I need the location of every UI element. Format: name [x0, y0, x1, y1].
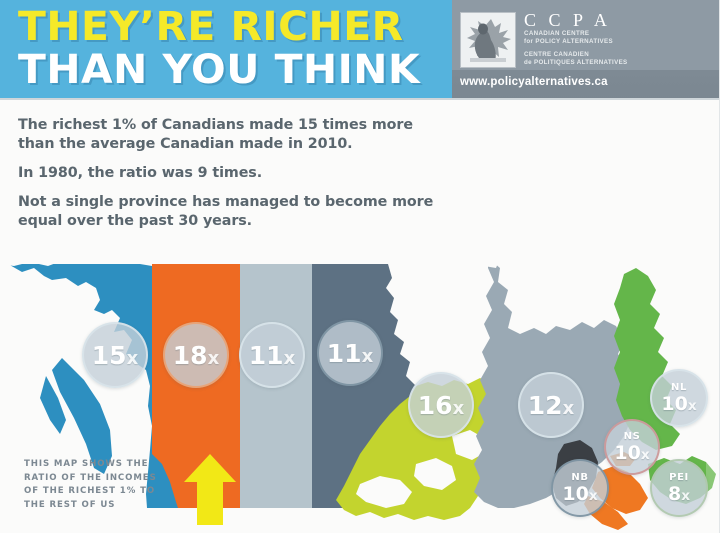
ccpa-subtitle-en-1: CANADIAN CENTRE [524, 30, 590, 37]
page-title-line-1: THEY’RE RICHER [18, 4, 404, 50]
map-marker-bc[interactable]: 15x [82, 322, 148, 388]
ccpa-website-url[interactable]: www.policyalternatives.ca [460, 76, 608, 88]
intro-paragraph-2: In 1980, the ratio was 9 times. [18, 165, 263, 181]
map-marker-ns-value: 10x [614, 441, 650, 464]
map-marker-pei-abbr: PEI [669, 471, 689, 483]
map-marker-nl[interactable]: NL 10x [650, 369, 708, 427]
map-marker-qc[interactable]: 12x [518, 372, 584, 438]
ccpa-subtitle-fr-1: CENTRE CANADIEN [524, 50, 590, 58]
ccpa-logo-block[interactable]: C C P A CANADIAN CENTRE for POLICY ALTER… [452, 0, 719, 100]
ccpa-wordmark: C C P A [524, 10, 611, 30]
header-title-block: THEY’RE RICHER THAN YOU THINK [18, 6, 448, 92]
map-marker-sk[interactable]: 11x [239, 322, 305, 388]
ccpa-maple-leaf-figure-logo-icon [460, 12, 516, 68]
ccpa-logo-text: C C P A CANADIAN CENTRE for POLICY ALTER… [524, 10, 714, 68]
map-marker-qc-value: 12x [527, 390, 575, 420]
map-caption: THIS MAP SHOWS THE RATIO OF THE INCOMES … [24, 459, 157, 510]
header-divider [0, 98, 719, 100]
header-banner: THEY’RE RICHER THAN YOU THINK C C P A CA… [0, 0, 719, 100]
intro-paragraph-1: The richest 1% of Canadians made 15 time… [18, 117, 413, 152]
map-marker-ab-value: 18x [172, 340, 220, 370]
map-marker-nb[interactable]: NB 10x [551, 459, 609, 517]
map-marker-ns[interactable]: NS 10x [604, 419, 660, 475]
map-marker-nb-value: 10x [562, 482, 598, 505]
map-marker-nb-abbr: NB [571, 471, 589, 483]
intro-paragraph-3: Not a single province has managed to bec… [18, 194, 434, 229]
map-marker-nl-abbr: NL [671, 381, 687, 393]
map-marker-sk-value: 11x [248, 340, 296, 370]
ccpa-subtitle-en-2: for POLICY ALTERNATIVES [524, 38, 613, 46]
map-marker-on-value: 16x [417, 390, 465, 420]
map-marker-mb[interactable]: 11x [317, 320, 383, 386]
map-marker-on[interactable]: 16x [408, 372, 474, 438]
map-region-bc [0, 264, 152, 508]
map-marker-bc-value: 15x [91, 340, 139, 370]
map-marker-mb-value: 11x [326, 338, 374, 368]
canada-choropleth-map [0, 258, 719, 533]
up-arrow-icon [182, 452, 238, 527]
map-marker-ns-abbr: NS [623, 430, 641, 442]
map-marker-nl-value: 10x [661, 392, 697, 415]
ccpa-subtitle-fr-2: de POLITIQUES ALTERNATIVES [524, 59, 628, 67]
map-marker-pei-value: 8x [667, 482, 691, 505]
map-marker-pei[interactable]: PEI 8x [650, 459, 708, 517]
intro-copy: The richest 1% of Canadians made 15 time… [18, 116, 438, 241]
page-title-line-2: THAN YOU THINK [18, 47, 421, 93]
map-marker-ab[interactable]: 18x [163, 322, 229, 388]
